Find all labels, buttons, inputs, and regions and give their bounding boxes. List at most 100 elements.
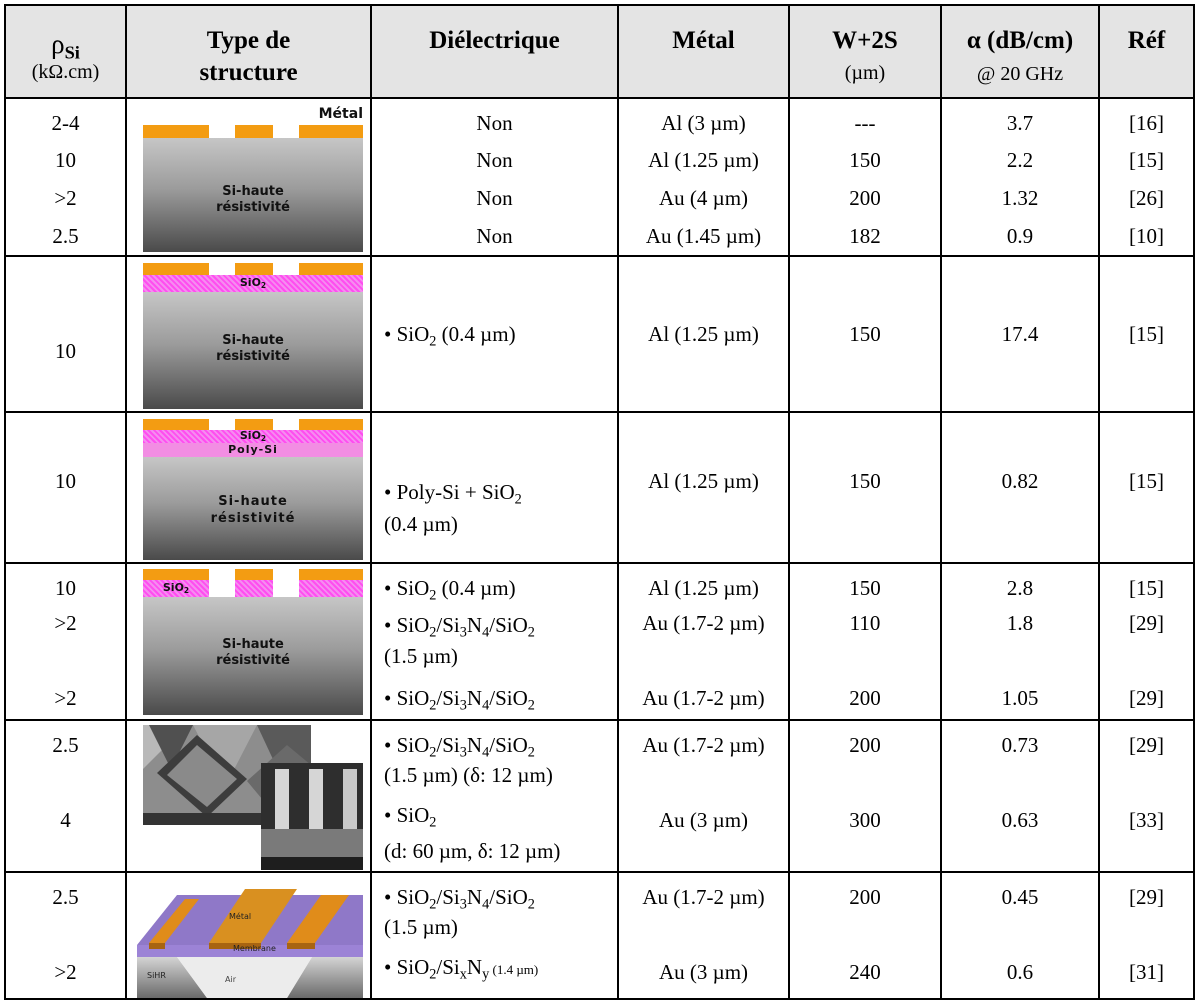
sio2-label: SiO2 (239, 429, 267, 444)
metal-strip (143, 569, 209, 580)
col-divider (788, 6, 790, 998)
cell-w2s: 150 (849, 576, 881, 600)
cell-metal: Au (4 µm) (658, 186, 749, 210)
cell-ref: [15] (1129, 322, 1164, 346)
cell-dielectric: • SiO2 (0.4 µm) (384, 576, 516, 604)
cell-metal: Au (1.7-2 µm) (642, 733, 765, 757)
cell-metal: Au (3 µm) (658, 808, 749, 832)
cell-ref: [10] (1129, 224, 1164, 248)
metal-strip (143, 263, 209, 275)
metal-small-label: Métal (229, 912, 252, 921)
cell-ref: [15] (1129, 576, 1164, 600)
sio2-island (299, 580, 363, 597)
header-w2s: W+2S (832, 27, 898, 54)
header-dielectric: Diélectrique (429, 27, 560, 54)
cell-metal: Au (1.45 µm) (645, 224, 762, 248)
air-label: Air (225, 975, 236, 984)
row-divider (6, 871, 1193, 873)
cell-rho: 2.5 (52, 224, 79, 248)
poly-si-label: Poly-Si (228, 443, 278, 456)
cell-dielectric: Non (476, 224, 513, 248)
cell-alpha: 0.9 (1006, 224, 1034, 248)
row-divider (6, 411, 1193, 413)
metal-strip (299, 125, 363, 138)
metal-strip (143, 419, 209, 430)
cell-metal: Al (1.25 µm) (648, 148, 759, 172)
cell-alpha: 0.82 (1001, 469, 1039, 493)
header-type-line1: Type de (206, 27, 291, 54)
silicon-substrate (143, 597, 363, 715)
header-metal: Métal (672, 27, 735, 54)
cell-dielectric-line2: (1.5 µm) (384, 915, 458, 939)
sem-image-pyramids (143, 725, 363, 870)
cell-rho: 2.5 (52, 885, 79, 909)
metal-strip (299, 263, 363, 275)
sihr-label: SiHR (147, 971, 166, 980)
sio2-island (235, 580, 273, 597)
cell-alpha: 0.6 (1006, 960, 1034, 984)
cell-w2s: 200 (849, 885, 881, 909)
cell-w2s: 150 (849, 469, 881, 493)
cell-w2s: 110 (849, 611, 881, 635)
cell-rho: >2 (54, 686, 77, 710)
cell-dielectric: • SiO2/Si3N4/SiO2 (384, 733, 535, 761)
cell-rho: 4 (60, 808, 71, 832)
cell-dielectric: • SiO2/Si3N4/SiO2 (384, 885, 535, 913)
cell-w2s: 200 (849, 686, 881, 710)
substrate-label-2: résistivité (216, 200, 290, 215)
col-divider (940, 6, 942, 998)
header-rho-unit: (kΩ.cm) (31, 61, 100, 83)
cell-rho: 10 (55, 469, 76, 493)
substrate-label-1: Si-haute (222, 184, 284, 199)
cell-ref: [29] (1129, 885, 1164, 909)
cell-ref: [15] (1129, 469, 1164, 493)
cell-rho: >2 (54, 186, 77, 210)
metal-strip (299, 419, 363, 430)
cell-metal: Au (1.7-2 µm) (642, 611, 765, 635)
sio2-layer (143, 275, 363, 292)
cell-rho: >2 (54, 611, 77, 635)
cell-ref: [26] (1129, 186, 1164, 210)
header-alpha: α (dB/cm) (966, 27, 1074, 54)
structure-diagram-etched-sio2: SiO2 Si-haute résistivité (137, 569, 363, 715)
cell-rho: 2.5 (52, 733, 79, 757)
cell-ref: [29] (1129, 611, 1164, 635)
metal-strip (235, 569, 273, 580)
metal-strip (235, 263, 273, 275)
cell-dielectric: Non (476, 148, 513, 172)
structure-diagram-poly-si: SiO2 Poly-Si Si-haute résistivité (137, 419, 363, 560)
sem-micrographs (137, 725, 363, 870)
substrate-label-1: Si-haute (218, 494, 288, 509)
structure-diagram-membrane: Métal Membrane SiHR Air (137, 875, 363, 998)
membrane-label: Membrane (233, 944, 276, 953)
cell-w2s: 200 (849, 186, 881, 210)
silicon-substrate (143, 457, 363, 560)
cell-alpha: 1.32 (1001, 186, 1039, 210)
silicon-substrate (143, 138, 363, 252)
col-divider (370, 6, 372, 998)
cell-dielectric-line2: (1.5 µm) (384, 644, 458, 668)
cell-ref: [16] (1129, 111, 1164, 135)
cell-alpha: 1.05 (1001, 686, 1039, 710)
cell-alpha: 17.4 (1001, 322, 1039, 346)
sio2-island (143, 580, 209, 597)
col-divider (617, 6, 619, 998)
silicon-substrate (143, 292, 363, 409)
cell-rho: >2 (54, 960, 77, 984)
cell-dielectric: • SiO2 (0.4 µm) (384, 322, 516, 350)
header-background (6, 6, 1193, 98)
sio2-label: SiO2 (162, 581, 190, 596)
row-divider (6, 255, 1193, 257)
col-divider (1098, 6, 1100, 998)
metal-strip (299, 569, 363, 580)
cell-w2s: 200 (849, 733, 881, 757)
cell-alpha: 0.63 (1001, 808, 1039, 832)
structure-diagram-sio2: SiO2 Si-haute résistivité (137, 263, 363, 409)
cell-alpha: 2.8 (1006, 576, 1034, 600)
cell-alpha: 1.8 (1006, 611, 1034, 635)
sio2-layer (143, 430, 363, 443)
row-divider (6, 562, 1193, 564)
cell-ref: [15] (1129, 148, 1164, 172)
membrane-3d-drawing (137, 889, 363, 998)
metal-strip (235, 419, 273, 430)
